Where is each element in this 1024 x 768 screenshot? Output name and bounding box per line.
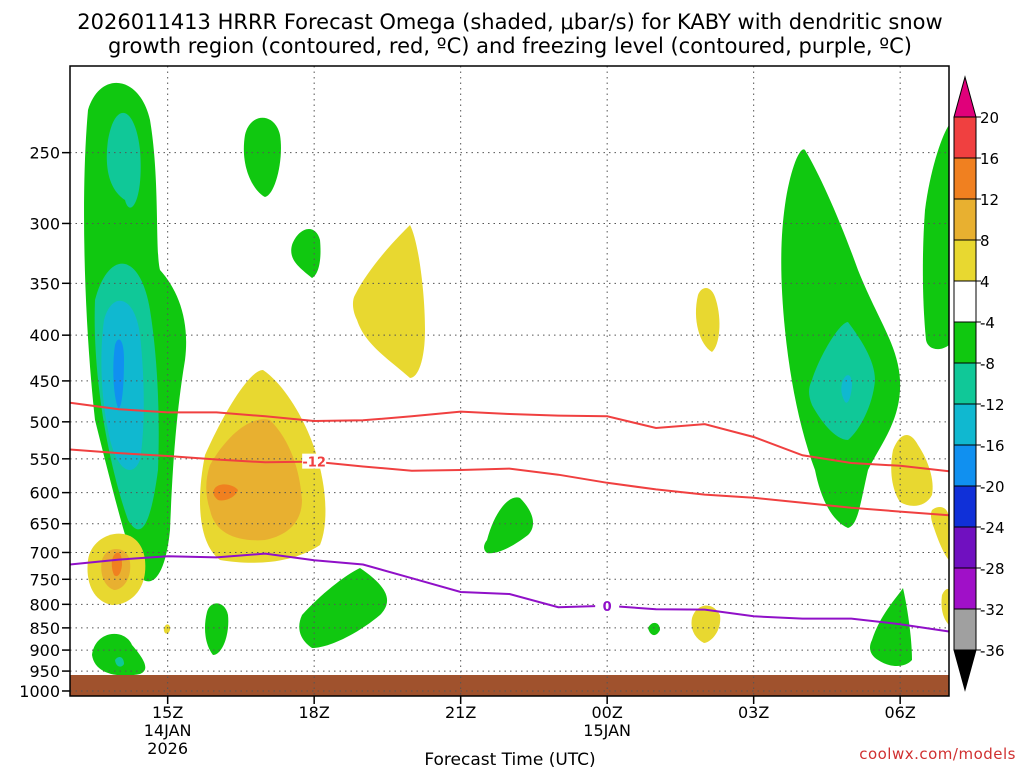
x-tick-date-label: 14JAN (144, 721, 192, 740)
colorbar-label: -20 (980, 478, 1005, 496)
colorbar-label: -12 (980, 396, 1005, 414)
y-axis: 250 300 350 400 450 500 550 600 650 700 750 800 850 9… (19, 144, 70, 701)
omega-region-pos12-center (213, 484, 238, 501)
colorbar-swatch (953, 608, 977, 651)
y-tick-label: 500 (29, 413, 60, 432)
omega-region-neg12-right (841, 375, 852, 403)
grid-lines (70, 66, 949, 696)
y-tick-label: 1000 (19, 682, 60, 701)
omega-region-neg4-lowleft (92, 633, 146, 676)
contour-label: 0 (603, 600, 612, 615)
chart-title-line2: growth region (contoured, red, ºC) and f… (108, 34, 912, 58)
omega-region-pos4-small-g (691, 605, 721, 643)
contour-line (69, 552, 950, 633)
x-tick-label: 21Z (445, 703, 476, 722)
colorbar-bottom-arrow (953, 649, 977, 692)
colorbar: 20 16 12 8 4 -4 -8 -12 -16 -20 -24 -28 -32 -36 (953, 75, 1005, 692)
x-tick-label: 00Z (592, 703, 623, 722)
x-tick-date-label: 15JAN (583, 721, 631, 740)
y-tick-label: 850 (29, 619, 60, 638)
y-tick-label: 900 (29, 641, 60, 660)
colorbar-label: 16 (980, 150, 999, 168)
y-tick-label: 700 (29, 543, 60, 562)
omega-region-pos8-center (206, 419, 302, 541)
colorbar-swatch (953, 280, 977, 323)
omega-region-neg8-lowleft (115, 656, 124, 667)
omega-region-neg4-small-d (299, 568, 388, 648)
colorbar-label: 20 (980, 109, 999, 127)
y-tick-label: 450 (29, 372, 60, 391)
omega-region-pos4-edge-c (941, 588, 949, 625)
x-axis-title: Forecast Time (UTC) (424, 750, 595, 768)
colorbar-swatch (953, 403, 977, 446)
contour-label-bg (595, 597, 620, 613)
omega-region-pos4-tiny (163, 624, 171, 634)
colorbar-swatch (953, 567, 977, 610)
contour-label-bg (302, 453, 327, 469)
colorbar-top-arrow (953, 75, 977, 118)
omega-region-pos4-edge-b (930, 507, 949, 560)
ground-surface (70, 675, 949, 696)
plot-frame (69, 65, 950, 697)
omega-region-neg16-left (113, 339, 124, 409)
colorbar-label: -8 (980, 355, 995, 373)
y-tick-label: 600 (29, 484, 60, 503)
colorbar-label: -24 (980, 519, 1005, 537)
x-tick-label: 06Z (885, 703, 916, 722)
colorbar-label: -16 (980, 437, 1005, 455)
x-tick-label: 18Z (299, 703, 330, 722)
x-tick-year-label: 2026 (147, 739, 188, 758)
omega-region-pos4-upper (352, 225, 425, 378)
omega-region-neg4-small-h (648, 622, 660, 636)
omega-region-neg4-edge (922, 125, 949, 350)
omega-region-neg4-upper-b (291, 229, 321, 278)
chart-title-line1: 2026011413 HRRR Forecast Omega (shaded, … (77, 10, 942, 34)
y-tick-label: 800 (29, 595, 60, 614)
y-tick-label: 300 (29, 214, 60, 233)
omega-region-pos12-lowleft (111, 552, 122, 577)
omega-region-neg4-small-e (484, 497, 534, 554)
omega-region-pos4-small-f (695, 288, 720, 352)
colorbar-swatch (953, 444, 977, 487)
y-tick-label: 400 (29, 326, 60, 345)
colorbar-swatch (953, 239, 977, 282)
colorbar-swatch (953, 362, 977, 405)
omega-region-neg4-upper-a (243, 117, 281, 197)
y-tick-label: 350 (29, 274, 60, 293)
colorbar-label: 12 (980, 191, 999, 209)
contour-line (69, 448, 950, 517)
colorbar-swatch (953, 485, 977, 528)
colorbar-swatch (953, 526, 977, 569)
x-tick-label: 03Z (738, 703, 769, 722)
contour-lines: -12 0 (69, 401, 950, 633)
omega-region-neg8-right (809, 322, 875, 440)
omega-region-neg8-left (106, 112, 141, 208)
y-tick-label: 750 (29, 570, 60, 589)
x-tick-label: 15Z (152, 703, 183, 722)
colorbar-swatch (953, 321, 977, 364)
omega-region-neg4-lowright (870, 588, 912, 666)
omega-region-pos4-edge-a (891, 434, 933, 506)
omega-region-neg4-small-c (205, 603, 229, 655)
colorbar-label: -36 (980, 642, 1005, 660)
colorbar-label: -28 (980, 560, 1005, 578)
contour-label: -12 (302, 456, 326, 471)
colorbar-swatch (953, 198, 977, 241)
colorbar-swatch (953, 157, 977, 200)
y-tick-label: 550 (29, 450, 60, 469)
credit-text: coolwx.com/models (859, 745, 1016, 763)
contour-line (69, 401, 950, 473)
colorbar-label: 8 (980, 232, 990, 250)
colorbar-label: -32 (980, 601, 1005, 619)
colorbar-label: 4 (980, 273, 990, 291)
colorbar-label: -4 (980, 314, 995, 332)
colorbar-swatch (953, 116, 977, 159)
y-tick-label: 250 (29, 144, 60, 163)
y-tick-label: 650 (29, 515, 60, 534)
y-tick-label: 950 (29, 662, 60, 681)
